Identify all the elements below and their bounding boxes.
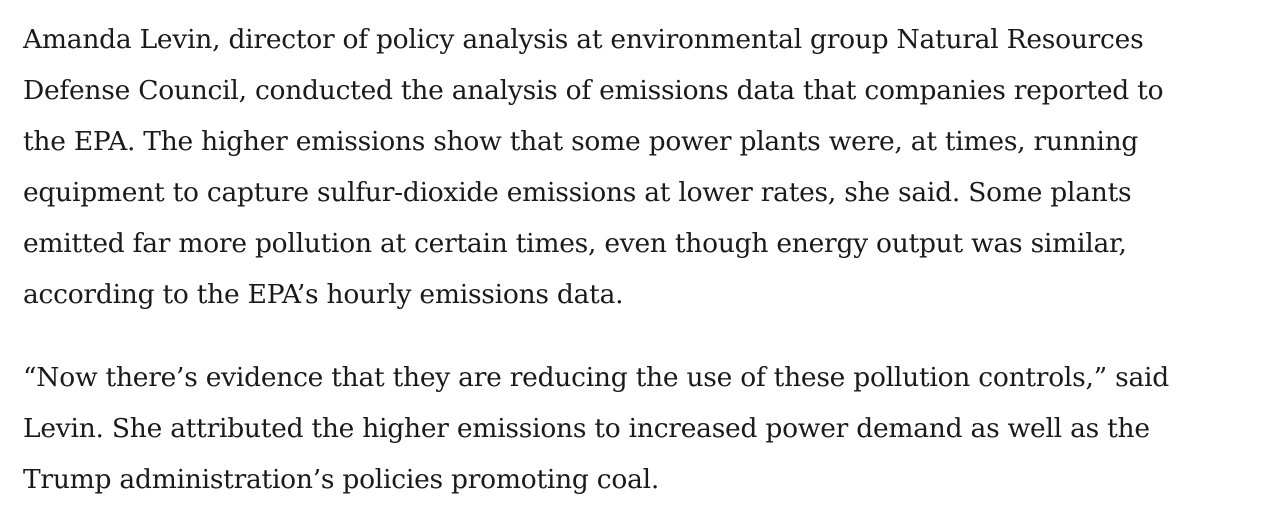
paragraph-line: Trump administration’s policies promotin… — [23, 464, 660, 495]
paragraph-line: emitted far more pollution at certain ti… — [23, 228, 1127, 259]
article-body: Amanda Levin, director of policy analysi… — [23, 14, 1268, 505]
paragraph-line: Amanda Levin, director of policy analysi… — [23, 24, 1144, 55]
paragraph-line: Levin. She attributed the higher emissio… — [23, 413, 1150, 444]
paragraph-line: Defense Council, conducted the analysis … — [23, 75, 1164, 106]
paragraph-2: “Now there’s evidence that they are redu… — [23, 352, 1268, 505]
paragraph-line: according to the EPA’s hourly emissions … — [23, 279, 624, 310]
paragraph-line: “Now there’s evidence that they are redu… — [23, 362, 1169, 393]
paragraph-1: Amanda Levin, director of policy analysi… — [23, 14, 1268, 320]
paragraph-line: the EPA. The higher emissions show that … — [23, 126, 1139, 157]
paragraph-line: equipment to capture sulfur-dioxide emis… — [23, 177, 1132, 208]
